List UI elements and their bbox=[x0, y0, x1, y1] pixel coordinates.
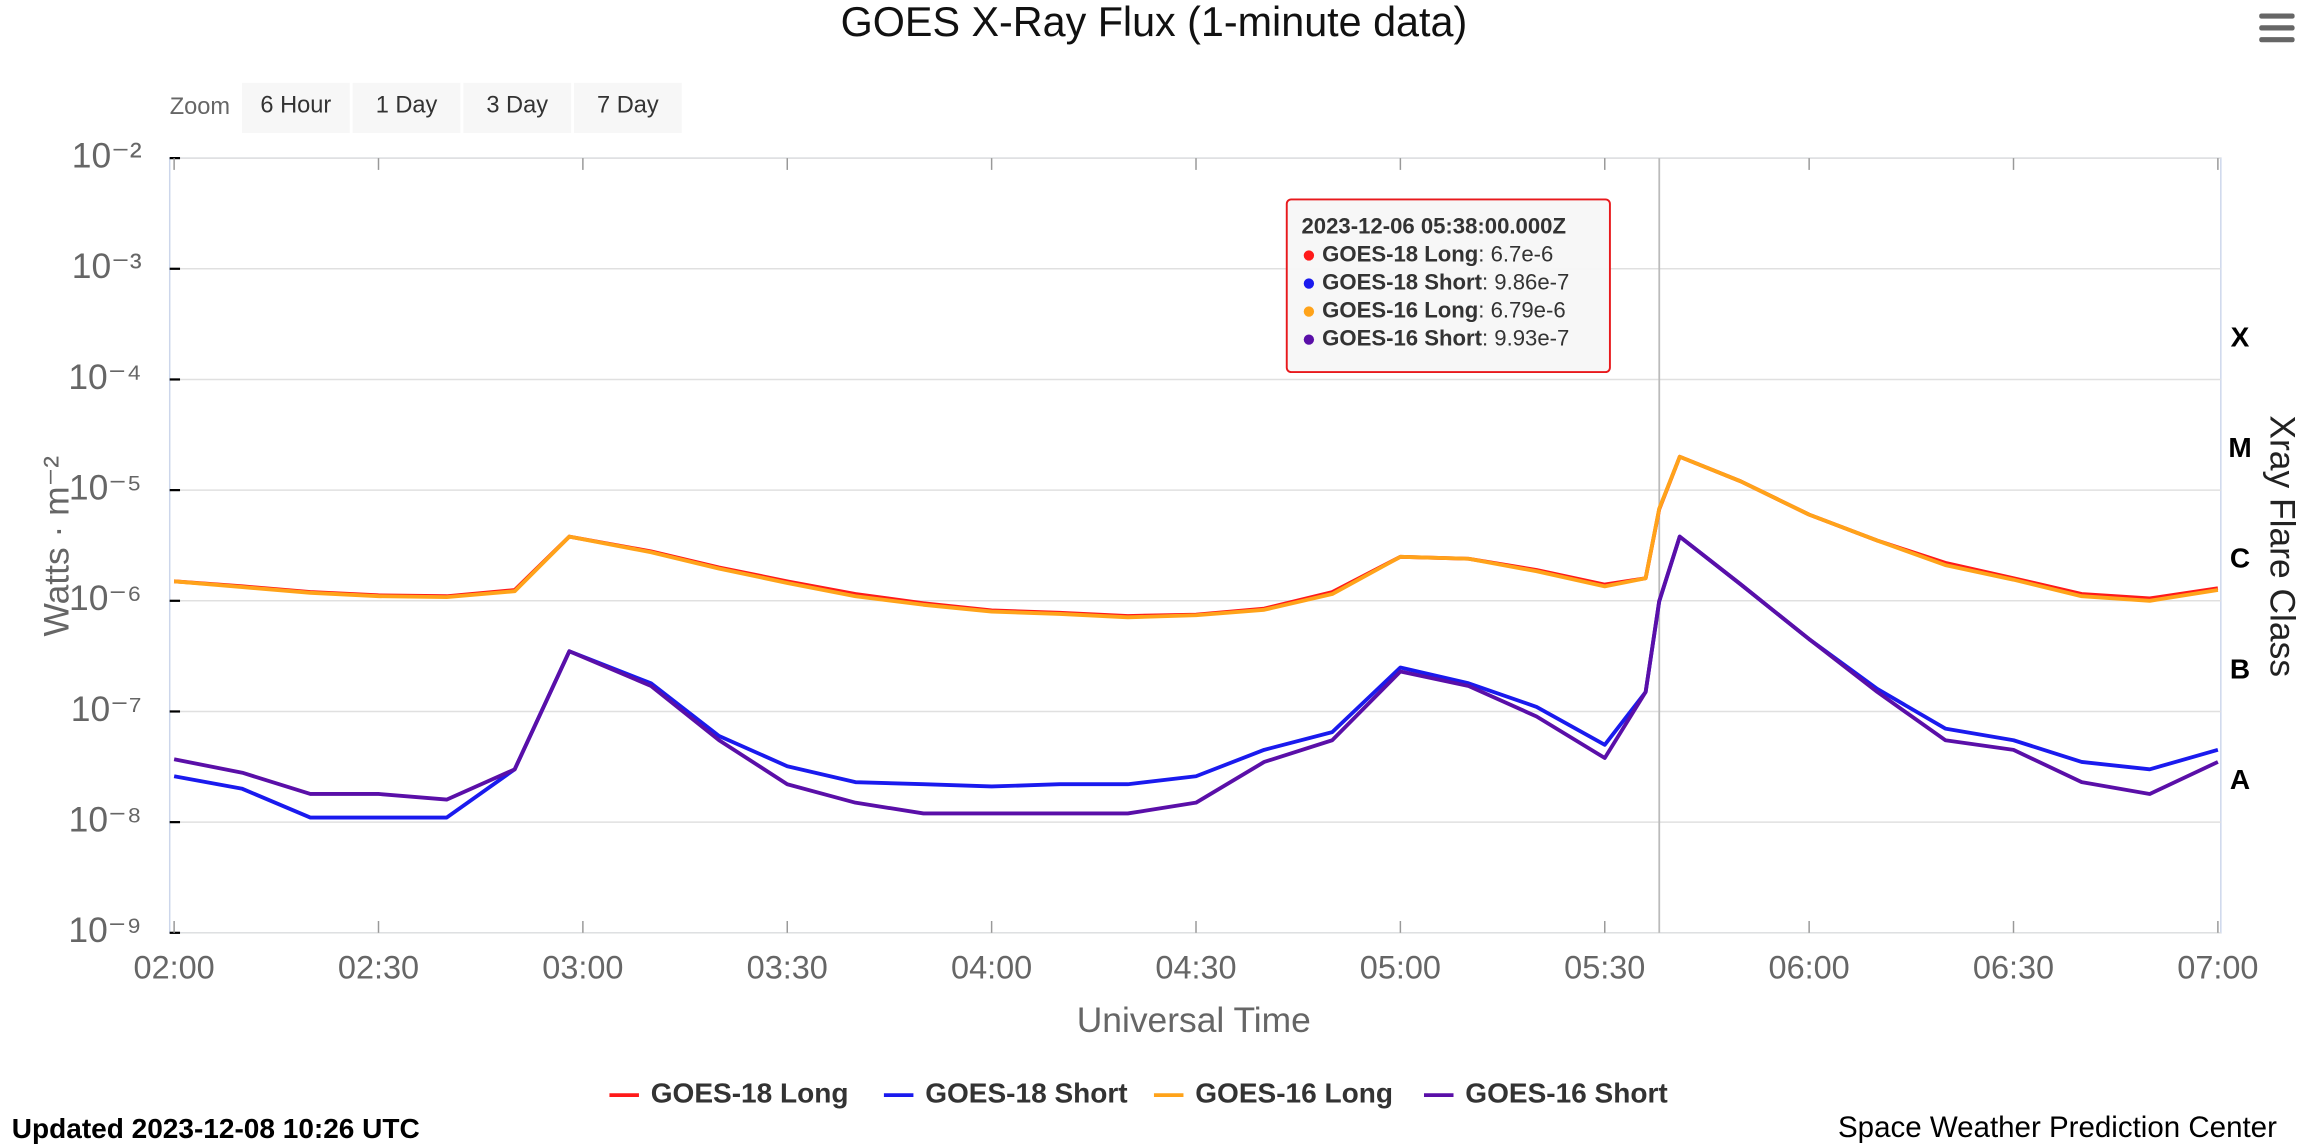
y-tick-label: 10⁻⁵ bbox=[69, 467, 142, 507]
tooltip-row: GOES-16 Short: 9.93e-7 bbox=[1322, 325, 1569, 350]
legend-item[interactable]: GOES-18 Long bbox=[609, 1078, 848, 1109]
y-tick-label: 10⁻⁴ bbox=[68, 357, 141, 397]
menu-button[interactable] bbox=[2259, 13, 2295, 43]
tooltip-row: GOES-18 Short: 9.86e-7 bbox=[1322, 269, 1569, 294]
x-tick-label: 05:00 bbox=[1360, 949, 1441, 985]
legend-label: GOES-16 Long bbox=[1195, 1078, 1393, 1109]
tooltip-value: 9.86e-7 bbox=[1494, 269, 1569, 294]
flare-class-label: M bbox=[2228, 432, 2251, 463]
flare-class-label: A bbox=[2230, 764, 2250, 795]
legend-item[interactable]: GOES-16 Long bbox=[1153, 1078, 1393, 1109]
tooltip-series-name: GOES-18 Long bbox=[1322, 241, 1478, 266]
tooltip-value: 9.93e-7 bbox=[1494, 325, 1569, 350]
x-tick-label: 03:00 bbox=[542, 949, 623, 985]
legend-label: GOES-16 Short bbox=[1465, 1078, 1667, 1109]
x-tick-label: 02:30 bbox=[338, 949, 419, 985]
y-tick-label: 10⁻⁹ bbox=[68, 910, 141, 950]
x-tick-label: 06:30 bbox=[1973, 949, 2054, 985]
tooltip-separator: : bbox=[1482, 269, 1494, 294]
flare-class-label: B bbox=[2230, 653, 2250, 684]
tooltip: 2023-12-06 05:38:00.000Z GOES-18 Long: 6.… bbox=[1285, 198, 1611, 374]
tooltip-value: 6.7e-6 bbox=[1491, 241, 1554, 266]
legend-item[interactable]: GOES-18 Short bbox=[883, 1078, 1128, 1109]
flare-class-label: X bbox=[2231, 321, 2250, 352]
x-tick-label: 04:30 bbox=[1155, 949, 1236, 985]
tooltip-row: GOES-18 Long: 6.7e-6 bbox=[1322, 241, 1553, 266]
zoom-button-bg bbox=[574, 82, 682, 134]
series-line bbox=[173, 454, 2219, 620]
x-tick-label: 02:00 bbox=[134, 949, 215, 985]
legend-label: GOES-18 Long bbox=[651, 1078, 849, 1109]
zoom-button[interactable]: 7 Day bbox=[574, 82, 682, 134]
tooltip-box bbox=[1285, 198, 1611, 374]
flare-class-label: C bbox=[2230, 543, 2250, 574]
y-tick-label: 10⁻⁸ bbox=[69, 800, 142, 840]
menu-bar bbox=[2259, 13, 2295, 19]
legend-item[interactable]: GOES-16 Short bbox=[1423, 1078, 1668, 1109]
series-line bbox=[173, 534, 2219, 816]
zoom-button-bg bbox=[463, 82, 572, 134]
y-tick-label: 10⁻⁶ bbox=[69, 578, 142, 618]
y-tick-label: 10⁻² bbox=[72, 135, 142, 175]
zoom-button-label: 3 Day bbox=[486, 93, 548, 119]
y-tick-label: 10⁻³ bbox=[72, 246, 142, 286]
y-tick-label: 10⁻⁷ bbox=[71, 689, 142, 729]
tooltip-title: 2023-12-06 05:38:00.000Z bbox=[1302, 213, 1566, 238]
tooltip-dot bbox=[1303, 334, 1315, 345]
zoom-button-bg bbox=[242, 82, 350, 134]
zoom-button[interactable]: 1 Day bbox=[352, 82, 461, 134]
menu-bar bbox=[2259, 37, 2295, 43]
y-axis-title: Watts · m⁻² bbox=[36, 456, 76, 637]
tooltip-series-name: GOES-18 Short bbox=[1322, 269, 1482, 294]
tooltip-dot bbox=[1303, 250, 1315, 261]
chart-title: GOES X-Ray Flux (1-minute data) bbox=[841, 0, 1468, 45]
credit: Space Weather Prediction Center bbox=[1838, 1111, 2277, 1144]
y2-axis-title: Xray Flare Class bbox=[2263, 415, 2302, 677]
zoom-button[interactable]: 6 Hour bbox=[242, 82, 350, 134]
zoom-button-label: 7 Day bbox=[597, 93, 659, 119]
x-tick-label: 06:00 bbox=[1769, 949, 1850, 985]
updated-note: Updated 2023-12-08 10:26 UTC bbox=[12, 1113, 420, 1144]
tooltip-separator: : bbox=[1482, 325, 1494, 350]
tooltip-dot bbox=[1303, 306, 1315, 317]
tooltip-value: 6.79e-6 bbox=[1491, 297, 1566, 322]
zoom-button-label: 1 Day bbox=[376, 93, 438, 119]
menu-bar bbox=[2259, 25, 2295, 31]
tooltip-row: GOES-16 Long: 6.79e-6 bbox=[1322, 297, 1565, 322]
zoom-button-bg bbox=[352, 82, 461, 134]
x-axis-title: Universal Time bbox=[1077, 1000, 1311, 1040]
tooltip-dot bbox=[1303, 278, 1315, 289]
zoom-button-label: 6 Hour bbox=[260, 93, 331, 119]
tooltip-separator: : bbox=[1478, 297, 1490, 322]
zoom-button[interactable]: 3 Day bbox=[463, 82, 572, 134]
zoom-label: Zoom bbox=[170, 94, 230, 120]
legend-label: GOES-18 Short bbox=[925, 1078, 1127, 1109]
x-tick-label: 07:00 bbox=[2177, 949, 2258, 985]
x-tick-label: 04:00 bbox=[951, 949, 1032, 985]
tooltip-series-name: GOES-16 Long bbox=[1322, 297, 1478, 322]
x-tick-label: 03:30 bbox=[747, 949, 828, 985]
tooltip-separator: : bbox=[1478, 241, 1490, 266]
tooltip-series-name: GOES-16 Short bbox=[1322, 325, 1482, 350]
x-tick-label: 05:30 bbox=[1564, 949, 1645, 985]
